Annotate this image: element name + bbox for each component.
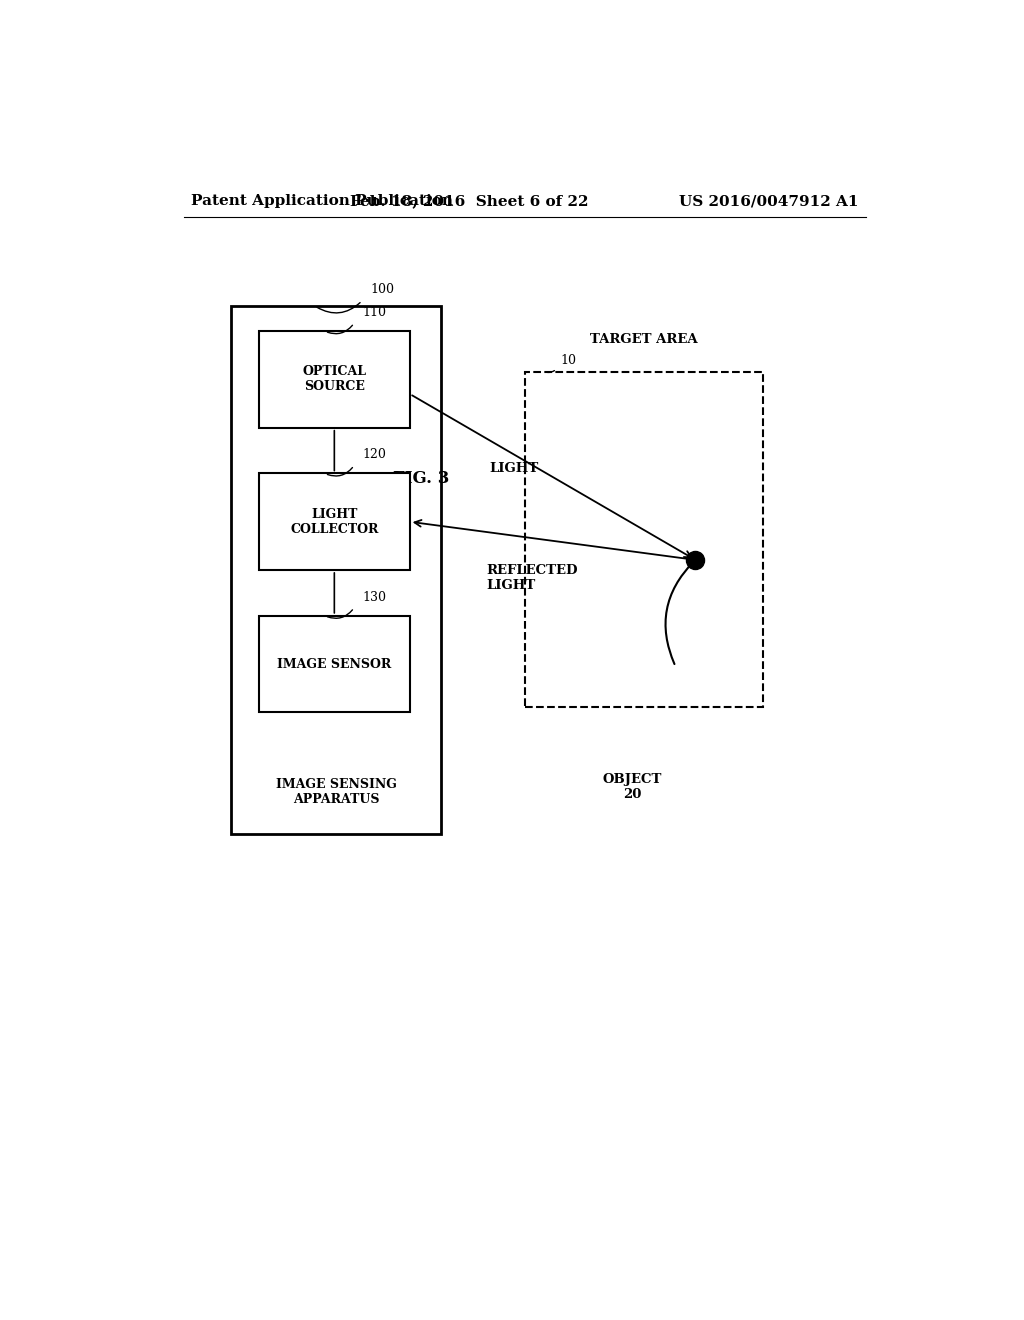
Text: 100: 100 (370, 282, 394, 296)
Text: LIGHT
COLLECTOR: LIGHT COLLECTOR (290, 508, 379, 536)
Text: OBJECT
20: OBJECT 20 (602, 774, 662, 801)
Text: US 2016/0047912 A1: US 2016/0047912 A1 (679, 194, 858, 209)
Text: REFLECTED
LIGHT: REFLECTED LIGHT (486, 564, 579, 593)
Text: LIGHT: LIGHT (489, 462, 539, 475)
Bar (231, 306, 441, 834)
Bar (259, 331, 410, 428)
Text: Patent Application Publication: Patent Application Publication (191, 194, 454, 209)
Text: Feb. 18, 2016  Sheet 6 of 22: Feb. 18, 2016 Sheet 6 of 22 (350, 194, 589, 209)
Text: IMAGE SENSOR: IMAGE SENSOR (278, 657, 391, 671)
Text: 110: 110 (362, 306, 386, 319)
Text: 130: 130 (362, 590, 386, 603)
Bar (524, 372, 763, 708)
Text: IMAGE SENSING
APPARATUS: IMAGE SENSING APPARATUS (275, 777, 396, 805)
Text: 120: 120 (362, 449, 386, 461)
Bar (259, 615, 410, 713)
Text: TARGET AREA: TARGET AREA (590, 334, 697, 346)
Text: OPTICAL
SOURCE: OPTICAL SOURCE (302, 366, 367, 393)
Text: 10: 10 (560, 354, 577, 367)
Bar (259, 474, 410, 570)
Text: FIG. 3: FIG. 3 (393, 470, 450, 487)
